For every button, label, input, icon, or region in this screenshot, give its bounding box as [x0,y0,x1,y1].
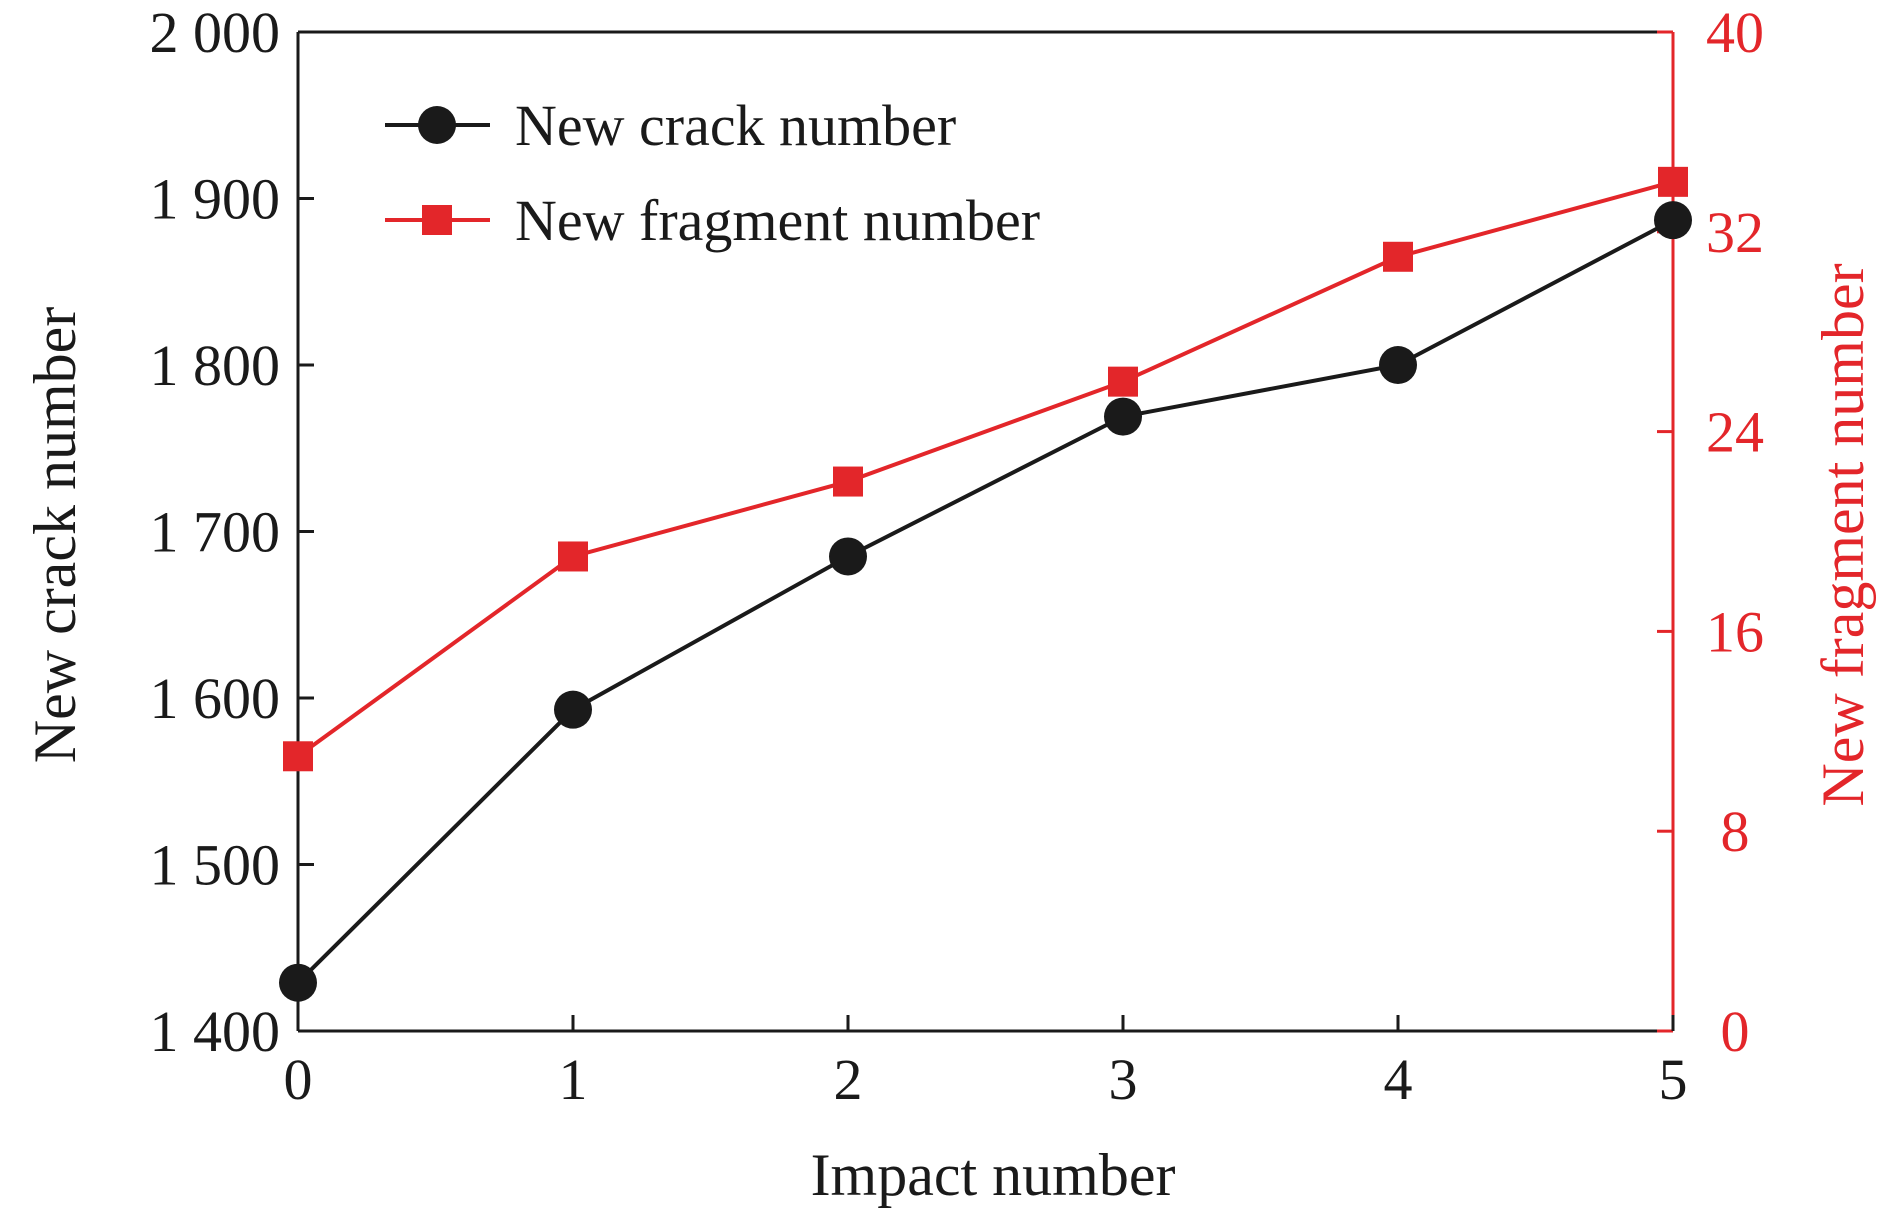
fragment-data-point [1658,166,1688,197]
y-tick-label: 2 000 [150,0,281,65]
legend-fragment-marker [422,205,452,235]
legend-crack-marker [418,106,456,144]
fragment-data-point [1383,241,1413,272]
fragment-data-point [1108,366,1138,397]
y2-tick-label: 0 [1721,999,1750,1064]
y-tick-label: 1 700 [150,500,281,565]
crack-data-point [829,537,867,576]
y-tick-label: 1 600 [150,666,281,731]
fragment-data-point [833,466,863,497]
fragment-data-point [283,741,313,772]
crack-data-point [554,690,592,729]
y2-tick-label: 24 [1706,400,1764,465]
crack-data-point [1104,397,1142,436]
legend: New crack number New fragment number [385,93,1040,253]
y2-axis-title: New fragment number [1810,263,1876,806]
crack-data-point [1654,201,1692,240]
fragment-data-point [558,541,588,572]
x-axis-title: Impact number [811,1142,1176,1208]
crack-series-line [296,218,1674,985]
y-tick-label: 1 800 [150,333,281,398]
x-tick-label: 4 [1384,1047,1413,1112]
series-layer [279,166,1692,1002]
x-tick-label: 2 [834,1047,863,1112]
y2-tick-label: 40 [1706,0,1764,65]
x-tick-label: 3 [1109,1047,1138,1112]
crack-data-point [279,963,317,1002]
legend-fragment-label: New fragment number [515,188,1040,253]
y-axis-title: New crack number [22,307,88,763]
left-axis-ticks: 1 400 1 500 1 600 1 700 1 800 1 900 2 000 [150,0,314,1064]
crack-data-point [1379,346,1417,384]
y2-tick-label: 32 [1706,200,1764,265]
x-tick-label: 5 [1659,1047,1688,1112]
right-axis-ticks: 0 8 16 24 32 40 [1657,0,1764,1064]
x-axis-ticks: 0 1 2 3 4 5 [284,1015,1688,1112]
y-tick-label: 1 500 [150,833,281,898]
y-tick-label: 1 400 [150,999,281,1064]
y2-tick-label: 16 [1706,599,1764,664]
y-tick-label: 1 900 [150,167,281,232]
plot-frame [296,30,1675,1033]
x-tick-label: 0 [284,1047,313,1112]
fragment-series-line [296,179,1674,758]
x-tick-label: 1 [559,1047,588,1112]
legend-crack-label: New crack number [515,93,956,158]
y2-tick-label: 8 [1721,799,1750,864]
